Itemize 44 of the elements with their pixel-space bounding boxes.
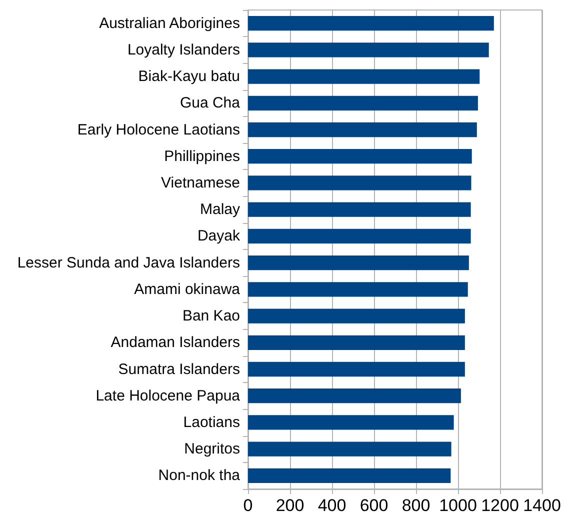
y-tick-label: Laotians <box>183 414 240 431</box>
y-tick-label: Vietnamese <box>161 174 240 192</box>
bar <box>248 122 477 138</box>
bar <box>248 335 465 350</box>
x-tick-label: 1400 <box>523 496 561 515</box>
bar <box>248 96 478 110</box>
y-tick-label: Loyalty Islanders <box>127 41 240 58</box>
x-tick-label: 800 <box>402 496 430 515</box>
bar <box>248 308 465 324</box>
bar <box>248 282 468 297</box>
bar <box>248 388 461 404</box>
bar <box>248 228 471 244</box>
y-tick-label: Andaman Islanders <box>110 334 240 352</box>
y-tick-label: Negritos <box>184 440 240 458</box>
x-tick-label: 600 <box>360 496 388 515</box>
x-tick-label: 1200 <box>481 496 519 515</box>
y-tick-label: Biak-Kayu batu <box>138 68 240 86</box>
bar <box>248 69 480 84</box>
y-tick-label: Lesser Sunda and Java Islanders <box>17 254 240 272</box>
bar <box>248 42 489 58</box>
bar <box>248 442 452 456</box>
y-tick-label: Gua Cha <box>180 94 241 112</box>
y-tick-label: Phillippines <box>164 148 240 165</box>
bar <box>248 468 451 484</box>
x-tick-label: 200 <box>276 496 304 515</box>
bar <box>248 16 494 31</box>
y-tick-label: Malay <box>200 201 240 218</box>
y-tick-label: Sumatra Islanders <box>118 360 240 378</box>
bar <box>248 176 472 190</box>
x-tick-label: 400 <box>318 496 346 515</box>
y-tick-label: Late Holocene Papua <box>96 387 241 404</box>
x-tick-label: 0 <box>243 496 253 515</box>
bar <box>248 255 469 270</box>
y-tick-label: Dayak <box>197 228 240 245</box>
y-tick-label: Amami okinawa <box>134 280 241 298</box>
bar <box>248 415 454 430</box>
y-tick-label: Non-nok tha <box>158 467 241 484</box>
x-tick-label: 1000 <box>439 496 477 515</box>
bar <box>248 202 471 217</box>
y-tick-label: Early Holocene Laotians <box>77 121 240 138</box>
bar <box>248 149 472 164</box>
y-tick-label: Australian Aborigines <box>99 14 240 32</box>
bar <box>248 362 465 377</box>
y-tick-label: Ban Kao <box>182 308 240 325</box>
